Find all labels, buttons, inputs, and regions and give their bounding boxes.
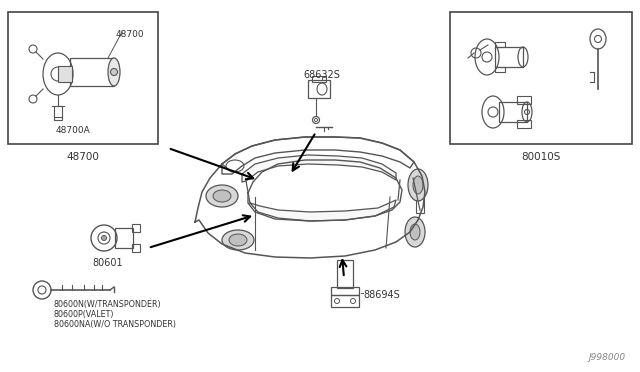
- Bar: [331, 287, 359, 295]
- Ellipse shape: [108, 58, 120, 86]
- Text: 80601: 80601: [93, 258, 124, 268]
- Text: 68632S: 68632S: [303, 70, 340, 80]
- Bar: [54, 106, 62, 120]
- Text: 80600N(W/TRANSPONDER): 80600N(W/TRANSPONDER): [54, 300, 162, 309]
- Bar: [308, 80, 330, 98]
- Ellipse shape: [111, 68, 118, 76]
- Text: 48700: 48700: [116, 30, 144, 39]
- Bar: [495, 47, 523, 67]
- Text: 48700A: 48700A: [56, 126, 91, 135]
- Ellipse shape: [413, 176, 423, 194]
- Bar: [495, 67, 505, 72]
- Bar: [337, 260, 353, 288]
- Bar: [132, 224, 140, 232]
- Ellipse shape: [206, 185, 238, 207]
- Text: 80600P(VALET): 80600P(VALET): [54, 310, 115, 319]
- Ellipse shape: [102, 235, 106, 241]
- Bar: [312, 76, 326, 82]
- Polygon shape: [242, 155, 396, 182]
- Bar: [70, 58, 114, 86]
- Ellipse shape: [229, 234, 247, 246]
- Ellipse shape: [410, 224, 420, 240]
- Bar: [58, 66, 72, 82]
- Ellipse shape: [405, 217, 425, 247]
- Bar: [495, 42, 505, 47]
- Bar: [499, 102, 527, 122]
- Bar: [8, 12, 158, 144]
- Text: 48700: 48700: [67, 152, 99, 162]
- Bar: [517, 120, 531, 128]
- Ellipse shape: [408, 169, 428, 201]
- Ellipse shape: [213, 190, 231, 202]
- Bar: [517, 96, 531, 104]
- Text: 80010S: 80010S: [522, 152, 561, 162]
- Bar: [115, 228, 133, 248]
- Ellipse shape: [222, 230, 254, 250]
- Text: 80600NA(W/O TRANSPONDER): 80600NA(W/O TRANSPONDER): [54, 320, 176, 329]
- Bar: [331, 295, 359, 307]
- Text: 88694S: 88694S: [363, 290, 400, 300]
- Bar: [450, 12, 632, 144]
- Polygon shape: [250, 200, 396, 221]
- Bar: [132, 244, 140, 252]
- Bar: [416, 195, 424, 213]
- Text: J998000: J998000: [589, 353, 626, 362]
